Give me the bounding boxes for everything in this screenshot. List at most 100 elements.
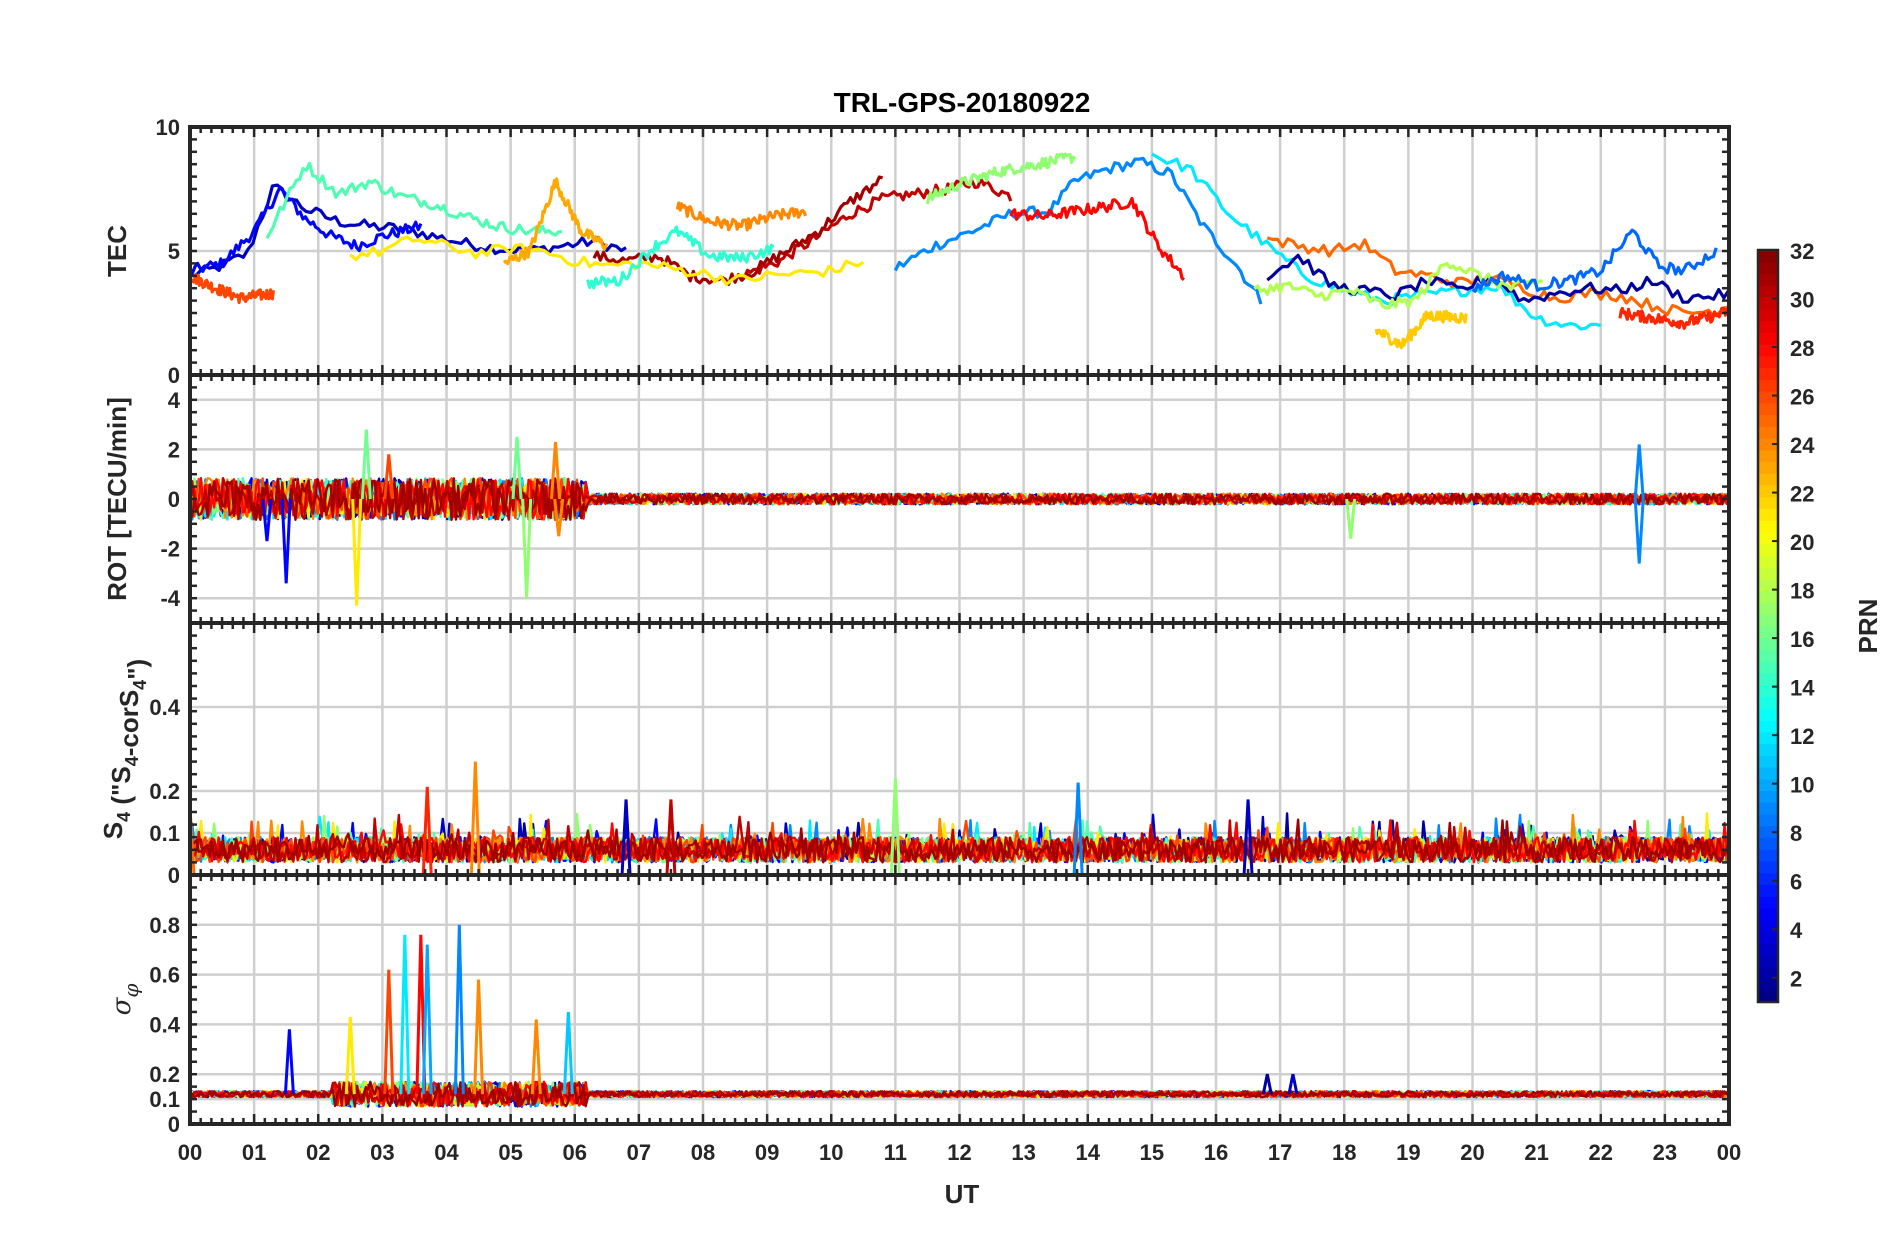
colorbar-swatch <box>1758 966 1778 980</box>
y-axis-label-S4: S4 ("S4-corS4") <box>98 659 152 839</box>
colorbar-tick-label: 22 <box>1790 482 1814 507</box>
colorbar-swatch <box>1758 649 1778 662</box>
colorbar-swatch <box>1758 861 1778 874</box>
colorbar-tick-label: 10 <box>1790 773 1814 798</box>
y-tick-label: 2 <box>168 437 180 462</box>
panel-S4-data <box>190 761 1729 875</box>
colorbar-swatch <box>1758 297 1778 310</box>
y-tick-label: 0.8 <box>149 913 180 938</box>
colorbar-swatch <box>1758 708 1778 721</box>
colorbar-swatch <box>1758 367 1778 380</box>
spike-ROT-7 <box>550 441 562 500</box>
colorbar-frame <box>1756 248 1780 1004</box>
y-tick-label: 0 <box>168 1112 180 1137</box>
colorbar-tick-label: 18 <box>1790 579 1814 604</box>
y-tick-label: 0.6 <box>149 963 180 988</box>
x-tick-label: 18 <box>1332 1140 1356 1165</box>
colorbar-swatch <box>1758 990 1778 1003</box>
y-tick-label: -4 <box>160 586 180 611</box>
spike-ROT-1 <box>280 498 292 584</box>
colorbar-swatch <box>1758 743 1778 756</box>
colorbar-swatch <box>1758 332 1778 345</box>
tec-series-prn-18 <box>1253 262 1544 310</box>
colorbar-swatch <box>1758 520 1778 533</box>
tec-series-prn-3 <box>190 183 627 279</box>
x-tick-label: 19 <box>1396 1140 1420 1165</box>
tec-series-prn-23 <box>502 177 609 266</box>
colorbar-swatch <box>1758 379 1778 392</box>
colorbar-swatch <box>1758 896 1778 909</box>
panel-S4-yticks <box>190 621 1729 877</box>
colorbar-tick-label: 2 <box>1790 967 1802 992</box>
tec-series-prn-24 <box>675 201 808 232</box>
y-tick-label: 0.4 <box>149 695 180 720</box>
colorbar-swatch <box>1758 908 1778 921</box>
colorbar-swatch <box>1758 414 1778 427</box>
spike-ROT-0 <box>261 498 273 542</box>
colorbar-swatch <box>1758 684 1778 698</box>
panel-TEC-data <box>190 152 1729 350</box>
y-tick-label: 0 <box>168 363 180 388</box>
x-tick-label: 17 <box>1268 1140 1292 1165</box>
spike-S4-5 <box>620 799 632 875</box>
colorbar-label: PRN <box>1853 599 1883 654</box>
y-tick-label: -2 <box>160 537 180 562</box>
spike-S4-6 <box>1242 799 1254 875</box>
tec-series-prn-30 <box>740 177 1013 282</box>
colorbar-swatch <box>1758 250 1778 263</box>
colorbar-tick-label: 12 <box>1790 724 1814 749</box>
colorbar-swatch <box>1758 308 1778 322</box>
colorbar-swatch <box>1758 532 1778 545</box>
spike-ROT-3 <box>360 429 372 500</box>
colorbar-swatch <box>1758 391 1778 404</box>
colorbar-swatch <box>1758 555 1778 568</box>
colorbar-swatch <box>1758 931 1778 944</box>
spike-S4-4 <box>665 799 677 875</box>
colorbar-swatch <box>1758 449 1778 463</box>
colorbar-swatch <box>1758 285 1778 298</box>
colorbar-swatch <box>1758 426 1778 439</box>
tec-series-prn-8 <box>1471 228 1718 293</box>
colorbar-swatch <box>1758 614 1778 627</box>
x-tick-label: 04 <box>434 1140 459 1165</box>
x-tick-label: 03 <box>370 1140 394 1165</box>
tec-series-prn-15 <box>265 161 563 240</box>
spike-ROT-5 <box>521 498 533 599</box>
colorbar-tick-label: 24 <box>1790 433 1815 458</box>
colorbar-swatch <box>1758 543 1778 557</box>
tec-series-prn-17 <box>925 152 1077 205</box>
spike-sigma_phi-5 <box>421 944 433 1095</box>
x-tick-label: 20 <box>1460 1140 1484 1165</box>
panel-sigma_phi-yticks <box>190 873 1729 1126</box>
spike-ROT-2 <box>351 498 363 606</box>
colorbar-swatch <box>1758 261 1778 275</box>
colorbar-swatch <box>1758 402 1778 416</box>
spike-sigma_phi-7 <box>473 979 485 1095</box>
colorbar-tick-label: 28 <box>1790 336 1814 361</box>
x-tick-label: 13 <box>1011 1140 1035 1165</box>
y-tick-label: 5 <box>168 239 180 264</box>
colorbar-tick-label: 32 <box>1790 239 1814 264</box>
x-tick-label: 00 <box>178 1140 202 1165</box>
spike-ROT-10 <box>1633 444 1645 500</box>
colorbar-swatch <box>1758 355 1778 369</box>
colorbar-swatch <box>1758 473 1778 486</box>
y-tick-label: 0.2 <box>149 779 180 804</box>
spike-sigma_phi-10 <box>1261 1073 1273 1095</box>
panel-ROT-xticks <box>188 375 1731 623</box>
x-tick-label: 11 <box>884 1140 907 1165</box>
x-tick-label: 16 <box>1204 1140 1228 1165</box>
tec-series-prn-28 <box>1009 196 1186 281</box>
colorbar-swatch <box>1758 626 1778 639</box>
colorbar-tick-label: 20 <box>1790 530 1814 555</box>
colorbar-tick-label: 16 <box>1790 627 1814 652</box>
y-tick-label: 0.1 <box>149 1087 180 1112</box>
colorbar-swatch <box>1758 673 1778 686</box>
y-axis-label-ROT: ROT [TECU/min] <box>102 397 132 601</box>
colorbar-swatch <box>1758 320 1778 333</box>
spike-ROT-11 <box>1633 498 1645 564</box>
y-tick-label: 4 <box>168 388 181 413</box>
